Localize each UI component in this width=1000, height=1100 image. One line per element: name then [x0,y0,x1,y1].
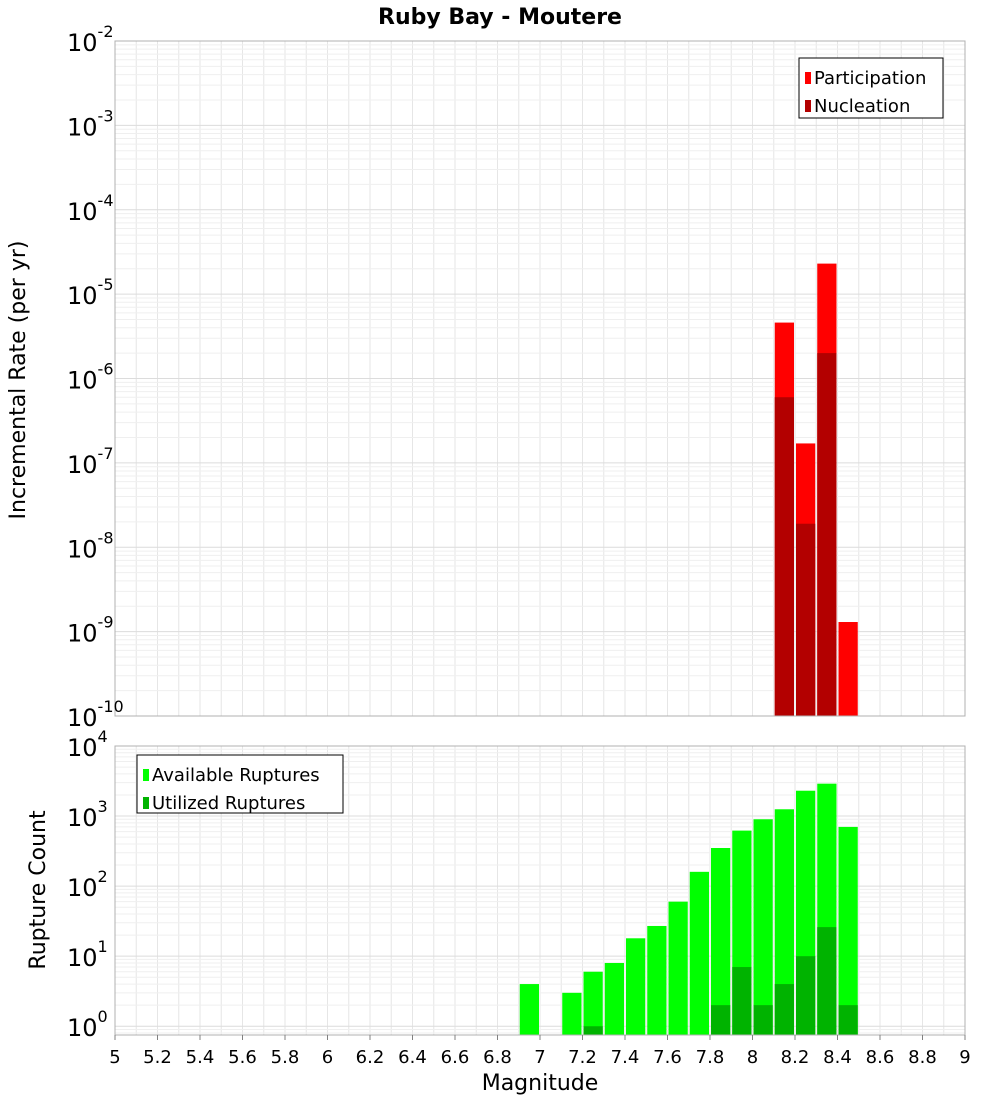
legend-label: Nucleation [814,96,910,117]
bar [838,622,858,716]
y-tick-label: 102 [67,867,108,902]
bar [732,967,752,1035]
bar [689,871,709,1035]
legend: Available Ruptures Utilized Ruptures [136,754,344,814]
count-y-axis-label: Rupture Count [26,810,51,970]
x-tick-label: 7.6 [653,1047,682,1068]
y-tick-label: 10-6 [67,360,114,395]
legend-swatch [143,797,149,809]
rate-y-axis-label: Incremental Rate (per yr) [6,241,31,520]
bar [626,938,646,1035]
y-tick-label: 10-9 [67,613,114,648]
bar [647,925,667,1035]
x-tick-label: 7.2 [568,1047,597,1068]
legend-swatch [805,72,811,84]
legend-label: Utilized Ruptures [152,793,305,814]
legend-swatch [143,769,149,781]
plot-frame [114,40,966,717]
y-tick-label: 10-3 [67,106,114,141]
bar [796,523,816,716]
x-axis-label: Magnitude [482,1071,599,1096]
x-tick-label: 8.8 [908,1047,937,1068]
legend-label: Participation [814,68,926,89]
series-nucleation [774,353,837,716]
x-tick-label: 9 [959,1047,970,1068]
legend: Participation Nucleation [798,57,944,119]
y-tick-label: 10-8 [67,528,114,563]
bar [796,956,816,1035]
x-tick-label: 8.4 [823,1047,852,1068]
bar [583,971,603,1035]
bar [583,1026,603,1035]
x-tick-label: 5.8 [271,1047,300,1068]
x-tick-label: 5.4 [186,1047,215,1068]
x-tick-label: 7.4 [611,1047,640,1068]
x-tick-label: 5 [109,1047,120,1068]
y-tick-label: 10-10 [67,697,124,732]
series-utilized-ruptures [583,927,858,1035]
bar [774,809,794,1035]
bar [753,1005,773,1035]
legend-box [136,754,344,814]
legend-box [798,57,944,119]
x-tick-label: 6.8 [483,1047,512,1068]
bar [774,984,794,1035]
rate-panel: 10-10 10-9 10-8 10-7 10-6 10-5 10-4 10-3 10-2 Par… [67,22,966,732]
x-tick-label: 7 [534,1047,545,1068]
y-tick-label: 103 [67,797,108,832]
x-tick-label: 5.6 [228,1047,257,1068]
legend-swatch [805,100,811,112]
x-tick-label: 6 [322,1047,333,1068]
bar [817,353,837,716]
bar [838,826,858,1035]
x-tick-label: 8 [747,1047,758,1068]
chart-title: Ruby Bay - Moutere [378,5,622,30]
bar [519,984,539,1035]
x-tick-label: 6.6 [441,1047,470,1068]
bar [817,927,837,1035]
y-tick-label: 100 [67,1007,108,1042]
x-tick-label: 6.4 [398,1047,427,1068]
count-panel: 100 101 102 103 104 5 5.2 5.4 5.6 5.8 6 6.2 6.4 6.6 6.… [67,727,971,1068]
bar [753,819,773,1035]
bar [711,848,731,1035]
y-tick-label: 101 [67,937,108,972]
x-tick-label: 6.2 [356,1047,385,1068]
bar [604,962,624,1035]
y-tick-label: 10-2 [67,22,114,57]
x-tick-label: 8.6 [866,1047,895,1068]
x-tick-label: 8.2 [781,1047,810,1068]
bar [562,992,582,1035]
bar [774,397,794,716]
bar [711,1005,731,1035]
bar [838,1005,858,1035]
x-tick-label: 5.2 [143,1047,172,1068]
y-tick-label: 10-4 [67,191,114,226]
bar [668,901,688,1035]
y-tick-label: 10-7 [67,444,114,479]
y-tick-label: 104 [67,727,108,762]
legend-label: Available Ruptures [152,765,320,786]
grid [114,40,966,717]
y-tick-label: 10-5 [67,275,114,310]
x-tick-label: 7.8 [696,1047,725,1068]
